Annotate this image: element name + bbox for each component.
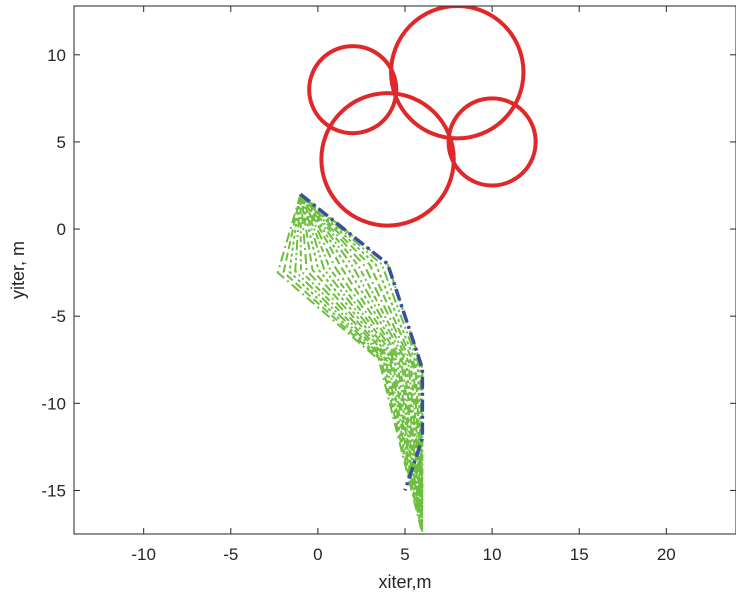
iteration-path xyxy=(294,194,424,528)
iteration-path xyxy=(299,193,424,519)
iteration-paths-layer xyxy=(276,193,424,534)
y-tick-label: -15 xyxy=(41,481,66,500)
y-tick-label: 10 xyxy=(47,46,66,65)
y-axis-label: yiter, m xyxy=(8,241,28,299)
y-axis-ticks: -15 -10 -5 0 5 10 xyxy=(41,46,736,500)
x-tick-label: 10 xyxy=(483,545,502,564)
y-tick-label: -5 xyxy=(51,307,66,326)
x-tick-label: 20 xyxy=(657,545,676,564)
iteration-path xyxy=(299,193,424,500)
y-tick-label: 5 xyxy=(57,133,66,152)
iteration-path xyxy=(299,194,424,521)
x-tick-label: 15 xyxy=(570,545,589,564)
obstacle-circle xyxy=(389,6,526,141)
x-axis-ticks: -10 -5 0 5 10 15 20 xyxy=(131,6,676,564)
iteration-path xyxy=(299,193,424,509)
x-tick-label: 5 xyxy=(400,545,409,564)
iteration-path xyxy=(299,193,424,512)
y-tick-label: 0 xyxy=(57,220,66,239)
obstacle-circle xyxy=(307,44,399,136)
iteration-path xyxy=(288,194,424,530)
x-axis-label: xiter,m xyxy=(378,572,431,592)
iteration-path xyxy=(299,193,424,502)
plot-frame xyxy=(73,5,736,535)
iteration-path xyxy=(299,193,424,496)
iteration-path xyxy=(299,193,424,507)
x-tick-label: -10 xyxy=(131,545,156,564)
iteration-path xyxy=(299,194,424,523)
final-path-line xyxy=(299,192,425,491)
x-tick-label: -5 xyxy=(223,545,238,564)
iteration-path xyxy=(299,193,424,505)
iteration-path xyxy=(299,194,424,526)
obstacle-circle xyxy=(446,96,538,188)
iteration-path xyxy=(299,193,424,516)
iteration-path xyxy=(299,193,424,498)
iteration-path xyxy=(282,193,424,532)
obstacles-layer xyxy=(307,6,538,228)
x-tick-label: 0 xyxy=(313,545,322,564)
iteration-path xyxy=(276,193,424,534)
y-tick-label: -10 xyxy=(41,394,66,413)
final-path-layer xyxy=(299,192,425,491)
